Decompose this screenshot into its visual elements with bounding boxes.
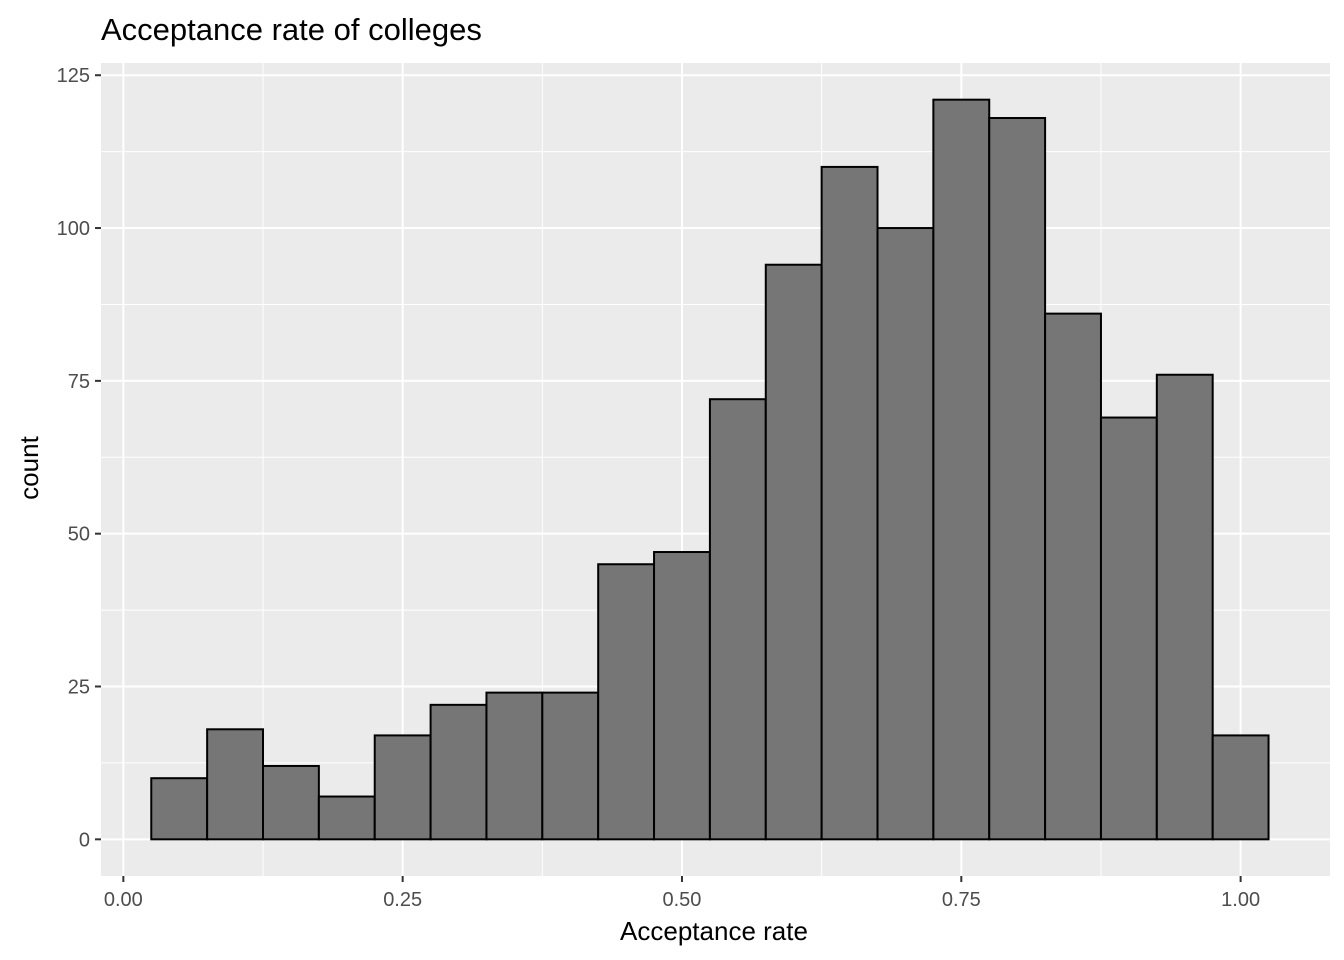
histogram-bar xyxy=(876,227,935,841)
histogram-bar xyxy=(932,98,991,841)
histogram-bar xyxy=(597,563,656,841)
histogram-bar xyxy=(1211,734,1270,841)
histogram-bar xyxy=(653,551,711,841)
y-axis: 0 25 50 75 100 125 xyxy=(57,65,101,851)
histogram-bar xyxy=(1099,416,1158,841)
histogram-bar xyxy=(988,117,1047,841)
x-axis-label: Acceptance rate xyxy=(620,916,808,946)
histogram-bars xyxy=(150,98,1270,841)
histogram-bar xyxy=(262,764,320,841)
y-tick-label: 100 xyxy=(57,218,90,240)
x-tick-label: 0.50 xyxy=(663,889,702,911)
y-axis-label: count xyxy=(14,435,44,499)
x-axis: 0.00 0.25 0.50 0.75 1.00 xyxy=(104,876,1260,911)
histogram-bar xyxy=(541,691,600,841)
x-tick-label: 0.75 xyxy=(942,889,981,911)
y-tick-label: 75 xyxy=(68,371,90,393)
histogram-bar xyxy=(429,703,488,841)
y-tick-label: 0 xyxy=(79,829,90,851)
histogram-bar xyxy=(373,734,432,841)
y-tick-label: 50 xyxy=(68,524,90,546)
x-tick-label: 0.25 xyxy=(383,889,422,911)
histogram-bar xyxy=(485,691,544,841)
histogram-bar xyxy=(150,777,209,841)
x-tick-label: 1.00 xyxy=(1221,889,1260,911)
chart-title: Acceptance rate of colleges xyxy=(101,12,482,47)
x-tick-label: 0.00 xyxy=(104,889,143,911)
histogram-bar xyxy=(708,398,767,841)
histogram-bar xyxy=(820,165,879,841)
y-tick-label: 25 xyxy=(68,677,90,699)
y-tick-label: 125 xyxy=(57,65,90,87)
histogram-bar xyxy=(1155,373,1214,841)
histogram-bar xyxy=(317,795,376,841)
histogram-bar xyxy=(1044,312,1102,841)
histogram-bar xyxy=(764,263,823,841)
histogram-bar xyxy=(206,728,265,841)
